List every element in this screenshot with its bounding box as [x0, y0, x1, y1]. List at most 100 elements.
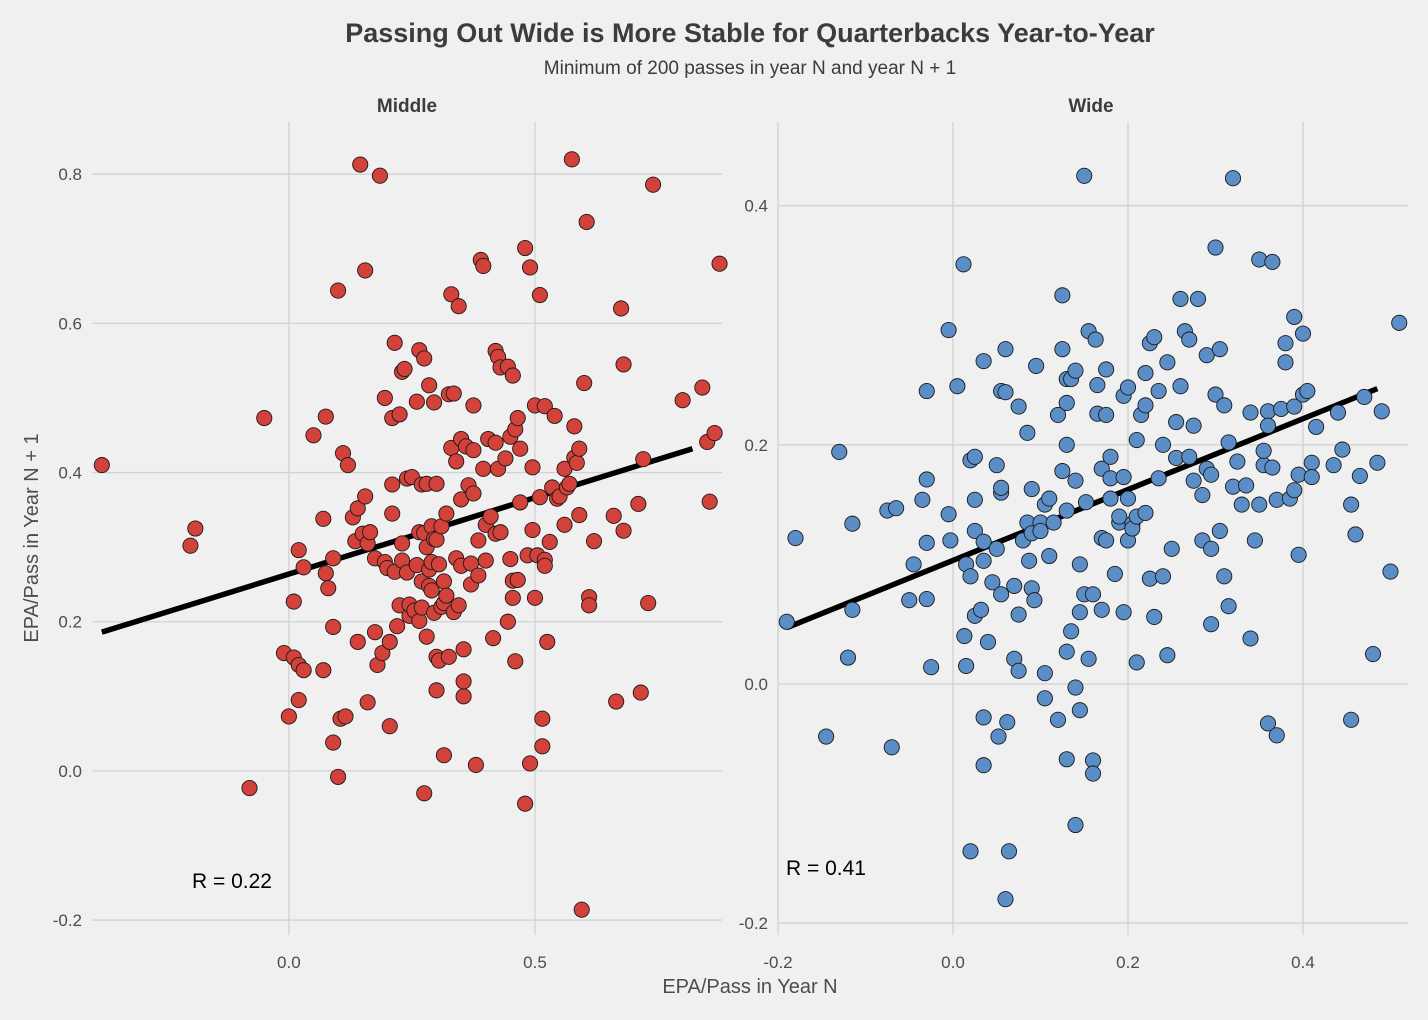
middle-y-tick-label: 0.0: [58, 762, 82, 781]
middle-data-point: [357, 262, 374, 279]
middle-data-point: [384, 476, 401, 493]
wide-data-point: [1220, 434, 1237, 451]
wide-data-point: [1286, 398, 1303, 415]
middle-data-point: [485, 630, 502, 647]
wide-data-point: [1071, 604, 1088, 621]
wide-data-point: [1106, 565, 1123, 582]
wide-data-point: [918, 382, 935, 400]
middle-x-tick-label: 0.5: [523, 953, 547, 972]
wide-data-point: [1115, 604, 1132, 621]
middle-data-point: [93, 457, 110, 474]
middle-data-point: [536, 557, 553, 574]
middle-data-point: [581, 597, 598, 614]
middle-data-point: [416, 785, 433, 802]
wide-data-point: [1098, 532, 1115, 549]
wide-data-point: [844, 601, 861, 618]
wide-data-point: [1049, 711, 1067, 728]
wide-data-point: [1255, 442, 1272, 459]
middle-data-point: [534, 738, 551, 755]
wide-data-point: [1036, 665, 1053, 682]
wide-data-point: [1150, 382, 1167, 400]
wide-y-tick-label: 0.4: [744, 197, 768, 216]
wide-data-point: [1010, 606, 1027, 623]
wide-data-point: [1242, 630, 1259, 647]
middle-data-point: [640, 595, 657, 612]
wide-data-point: [1343, 711, 1360, 728]
wide-data-point: [975, 757, 992, 774]
middle-data-point: [465, 442, 482, 459]
wide-data-point: [1058, 502, 1075, 519]
wide-data-point: [844, 515, 861, 532]
middle-data-point: [674, 392, 691, 409]
middle-data-point: [366, 624, 384, 641]
wide-data-point: [839, 649, 857, 666]
middle-data-point: [438, 505, 455, 522]
wide-data-point: [1185, 417, 1202, 434]
wide-data-point: [1286, 308, 1303, 325]
wide-data-point: [883, 739, 900, 756]
middle-data-point: [475, 257, 492, 275]
middle-data-point: [467, 756, 484, 773]
chart-title: Passing Out Wide is More Stable for Quar…: [345, 18, 1155, 48]
wide-data-point: [1242, 404, 1259, 421]
wide-data-point: [1294, 325, 1312, 342]
middle-data-point: [608, 693, 625, 710]
wide-data-point: [1238, 477, 1255, 494]
middle-data-point: [568, 454, 585, 471]
middle-data-point: [428, 531, 445, 548]
middle-data-point: [632, 684, 649, 701]
wide-data-point: [923, 659, 940, 676]
middle-data-point: [605, 507, 622, 524]
middle-data-point: [521, 259, 539, 276]
middle-data-point: [450, 597, 467, 614]
wide-data-point: [1264, 459, 1281, 476]
middle-data-point: [706, 424, 723, 442]
wide-data-point: [1019, 424, 1036, 441]
middle-x-tick-label: 0.0: [277, 953, 301, 972]
wide-data-point: [1168, 414, 1185, 431]
middle-data-point: [435, 747, 452, 764]
middle-data-point: [615, 356, 632, 373]
middle-data-point: [502, 551, 519, 568]
x-axis-title: EPA/Pass in Year N: [662, 976, 837, 998]
wide-data-point: [1277, 354, 1294, 371]
middle-data-point: [416, 350, 433, 367]
wide-data-point: [1146, 329, 1163, 346]
wide-data-point: [1290, 546, 1307, 563]
middle-data-point: [443, 286, 460, 303]
wide-data-point: [1041, 547, 1058, 565]
wide-data-point: [984, 574, 1001, 591]
middle-data-point: [585, 533, 603, 550]
wide-data-point: [1259, 403, 1277, 420]
wide-data-point: [975, 709, 992, 726]
middle-data-point: [694, 379, 711, 396]
wide-data-point: [1150, 470, 1167, 487]
middle-data-point: [635, 451, 652, 468]
middle-data-point: [337, 708, 354, 725]
middle-data-point: [455, 673, 472, 690]
wide-data-point: [787, 530, 804, 547]
middle-data-point: [487, 434, 504, 451]
wide-data-point: [1028, 357, 1045, 374]
middle-data-point: [371, 167, 388, 184]
wide-data-point: [1172, 290, 1189, 307]
middle-data-point: [546, 407, 563, 424]
middle-data-point: [524, 459, 541, 476]
middle-data-point: [477, 552, 494, 569]
wide-y-tick-label: 0.0: [744, 675, 768, 694]
wide-data-point: [1391, 314, 1408, 331]
middle-data-point: [455, 641, 472, 658]
panel-wide: Wide -0.2 0.0 0.2 0.4 -0.2 0.0 0.2 0.4 R = 0.41: [739, 96, 1408, 972]
wide-data-point: [1216, 568, 1233, 585]
middle-data-point: [576, 375, 593, 392]
wide-data-point: [1233, 496, 1250, 513]
wide-data-point: [1000, 843, 1018, 860]
middle-data-point: [421, 377, 438, 394]
wide-data-point: [1220, 598, 1237, 615]
middle-data-point: [426, 394, 443, 411]
middle-data-point: [418, 628, 435, 645]
middle-data-point: [438, 587, 455, 604]
wide-data-point: [975, 353, 992, 370]
wide-data-point: [1054, 341, 1071, 358]
wide-data-point: [1251, 251, 1268, 268]
